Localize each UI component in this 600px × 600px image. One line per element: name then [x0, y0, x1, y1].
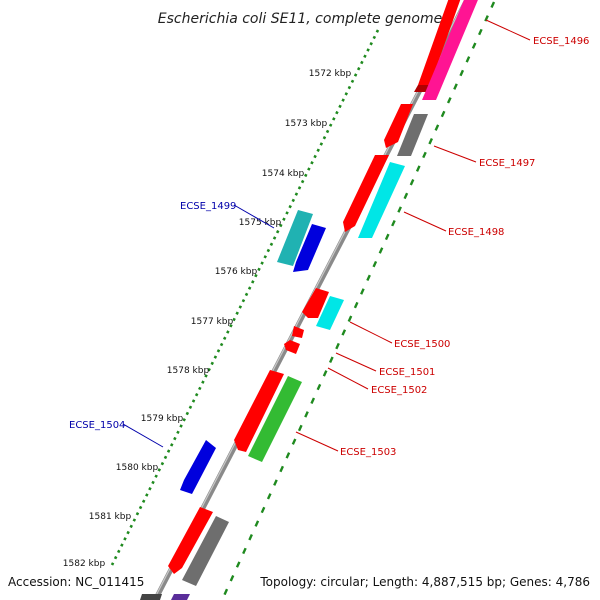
scale-label: 1579 kbp: [141, 414, 184, 424]
leader-ecse-1498: [403, 211, 447, 232]
label-ecse-1503[interactable]: ECSE_1503: [340, 447, 396, 458]
label-ecse-1496[interactable]: ECSE_1496: [533, 36, 589, 47]
label-ecse-1497[interactable]: ECSE_1497: [479, 158, 535, 169]
leader-ecse-1504: [122, 423, 164, 448]
cds-blue-ecse-1504[interactable]: [180, 440, 216, 494]
accession-text: Accession: NC_011415: [8, 575, 144, 589]
leader-lines: [122, 19, 531, 452]
map-title: Escherichia coli SE11, complete genome: [158, 11, 442, 27]
leader-ecse-1500: [349, 321, 393, 344]
scale-label: 1580 kbp: [116, 463, 159, 473]
gene-labels: ECSE_1496 ECSE_1497 ECSE_1498 ECSE_1499 …: [69, 36, 589, 458]
cds-pink-ecse-1496[interactable]: [422, 0, 480, 100]
scale-label: 1581 kbp: [89, 512, 132, 522]
cds-green-ecse-1503[interactable]: [248, 376, 302, 462]
cds-red-ecse-1501[interactable]: [292, 326, 304, 338]
label-ecse-1500[interactable]: ECSE_1500: [394, 339, 450, 350]
scale-ring: [110, 29, 380, 566]
scale-label: 1572 kbp: [309, 69, 352, 79]
cds-red-top[interactable]: [418, 0, 462, 85]
cds-red-ecse-1502[interactable]: [284, 340, 300, 354]
label-ecse-1501[interactable]: ECSE_1501: [379, 367, 435, 378]
leader-ecse-1499: [233, 204, 275, 229]
cds-red-1498a[interactable]: [343, 155, 389, 232]
cds-red-1500a[interactable]: [302, 288, 329, 318]
label-ecse-1498[interactable]: ECSE_1498: [448, 227, 504, 238]
leader-ecse-1503: [295, 431, 339, 452]
scale-labels: 1572 kbp 1573 kbp 1574 kbp 1575 kbp 1576…: [63, 69, 352, 569]
label-ecse-1499[interactable]: ECSE_1499: [180, 201, 236, 212]
genome-summary-text: Topology: circular; Length: 4,887,515 bp…: [259, 575, 590, 589]
cds-cyan-ecse-1498[interactable]: [358, 162, 405, 238]
label-ecse-1504[interactable]: ECSE_1504: [69, 420, 125, 431]
cds-red-1497a[interactable]: [384, 104, 413, 148]
scale-label: 1582 kbp: [63, 559, 106, 569]
cds-teal-ecse-1499[interactable]: [277, 210, 313, 266]
cds-blue-1499b[interactable]: [293, 224, 326, 272]
cds-cyan-ecse-1500[interactable]: [316, 296, 344, 330]
scale-label: 1576 kbp: [215, 267, 258, 277]
leader-ecse-1501: [335, 352, 377, 372]
leader-ecse-1502: [327, 367, 369, 390]
leader-ecse-1497: [433, 145, 477, 163]
cds-red-1503a[interactable]: [234, 370, 284, 452]
scale-label: 1575 kbp: [239, 218, 282, 228]
scale-label: 1573 kbp: [285, 119, 328, 129]
cds-purple-bottom: [171, 594, 190, 600]
gene-features: [140, 0, 480, 600]
cds-gray-bottom[interactable]: [182, 516, 229, 586]
outer-tick-ring: [221, 1, 496, 599]
cds-dark-bottom: [140, 594, 162, 600]
scale-label: 1578 kbp: [167, 366, 210, 376]
cds-gray-ecse-1497[interactable]: [397, 114, 428, 156]
cds-red-bottom[interactable]: [168, 507, 213, 574]
leader-ecse-1496: [485, 19, 531, 41]
cds-red-top-end: [414, 85, 430, 92]
scale-label: 1574 kbp: [262, 169, 305, 179]
scale-label: 1577 kbp: [191, 317, 234, 327]
label-ecse-1502[interactable]: ECSE_1502: [371, 385, 427, 396]
